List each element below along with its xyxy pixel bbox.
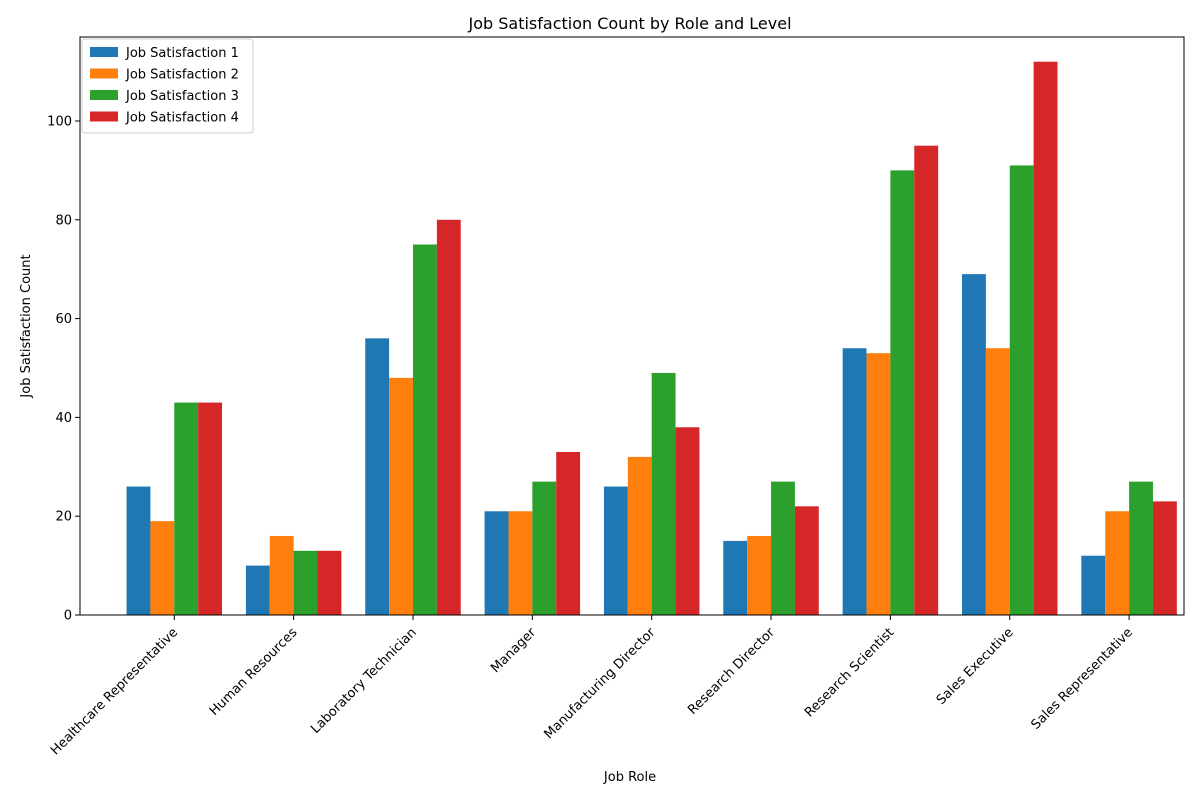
- y-tick-label: 40: [55, 411, 72, 426]
- bar: [174, 402, 199, 615]
- y-tick-label: 20: [55, 510, 72, 525]
- legend-label: Job Satisfaction 3: [125, 89, 239, 104]
- x-tick-label: Human Resources: [207, 625, 301, 719]
- bar: [890, 170, 915, 615]
- legend-label: Job Satisfaction 1: [125, 46, 239, 61]
- bar: [627, 456, 652, 615]
- x-tick-label: Sales Representative: [1028, 625, 1135, 732]
- legend-swatch: [90, 47, 118, 57]
- x-axis-title: Job Role: [603, 770, 656, 785]
- bar: [794, 506, 819, 615]
- legend-swatch: [90, 68, 118, 79]
- bar: [1105, 511, 1130, 615]
- bar: [150, 521, 175, 615]
- x-tick-label: Manager: [488, 625, 539, 676]
- bar: [436, 219, 461, 616]
- bar: [962, 274, 986, 615]
- y-tick-label: 0: [64, 609, 72, 624]
- legend-label: Job Satisfaction 4: [125, 111, 239, 126]
- bar: [985, 348, 1010, 615]
- bar: [245, 565, 270, 615]
- plot-frame: [79, 36, 1185, 616]
- chart-title: Job Satisfaction Count by Role and Level: [467, 14, 791, 33]
- bar: [198, 402, 223, 615]
- bar: [723, 540, 748, 615]
- x-tick-label: Manufacturing Director: [541, 625, 658, 742]
- legend-swatch: [90, 111, 118, 122]
- bar: [842, 348, 867, 615]
- bar: [1081, 555, 1106, 615]
- y-axis: 0 20 40 60 80 100: [47, 114, 80, 624]
- bar: [747, 535, 772, 615]
- bar: [389, 377, 413, 615]
- x-tick-label: Healthcare Representative: [48, 625, 181, 758]
- x-tick-label: Research Director: [685, 625, 778, 718]
- x-tick-label: Research Scientist: [802, 625, 897, 720]
- x-tick-label: Sales Executive: [934, 625, 1017, 708]
- bar: [293, 550, 318, 615]
- bar: [269, 535, 294, 615]
- bar: [1129, 481, 1153, 615]
- bar: [365, 338, 390, 615]
- bar: [914, 145, 939, 615]
- bar: [412, 244, 437, 616]
- bar: [484, 511, 509, 615]
- bar: [508, 511, 533, 615]
- bar: [1033, 61, 1058, 615]
- bars-group: [126, 61, 1177, 616]
- bar: [651, 372, 676, 615]
- bar: [771, 481, 795, 615]
- legend: Job Satisfaction 1 Job Satisfaction 2 Job …: [81, 38, 254, 134]
- bar: [603, 486, 628, 615]
- y-tick-label: 60: [55, 312, 72, 327]
- legend-swatch: [90, 90, 118, 100]
- x-tick-label: Laboratory Technician: [308, 625, 420, 737]
- x-axis: Healthcare Representative Human Resources…: [48, 615, 1136, 758]
- bar: [866, 353, 891, 615]
- bar: [556, 451, 581, 615]
- bar: [675, 427, 700, 615]
- bar: [532, 481, 557, 615]
- bar: [126, 486, 151, 615]
- bar: [1009, 165, 1034, 615]
- y-tick-label: 100: [47, 114, 72, 129]
- y-tick-label: 80: [55, 213, 72, 228]
- legend-frame: [81, 38, 254, 134]
- bar: [1152, 501, 1177, 615]
- legend-label: Job Satisfaction 2: [125, 68, 239, 83]
- bar: [317, 550, 342, 615]
- y-axis-title: Job Satisfaction Count: [19, 254, 34, 398]
